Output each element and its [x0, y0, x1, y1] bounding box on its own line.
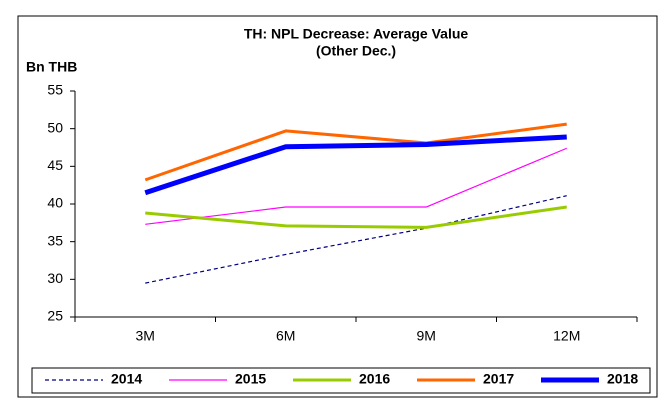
- y-axis-label: Bn THB: [26, 59, 77, 75]
- series-line: [145, 205, 567, 229]
- legend-label: 2016: [359, 371, 390, 387]
- y-tick-label: 40: [47, 195, 63, 211]
- y-tick-label: 35: [47, 232, 63, 248]
- chart-title: TH: NPL Decrease: Average Value: [244, 26, 469, 42]
- legend-label: 2017: [483, 371, 514, 387]
- chart-title: (Other Dec.): [316, 43, 396, 59]
- series-line: [144, 122, 567, 182]
- y-tick-label: 30: [47, 270, 63, 286]
- x-tick-label: 3M: [136, 328, 155, 344]
- x-tick-label: 6M: [276, 328, 295, 344]
- y-tick-label: 25: [47, 308, 63, 324]
- series-line: [145, 147, 567, 225]
- legend-label: 2014: [111, 371, 142, 387]
- y-tick-label: 50: [47, 119, 63, 135]
- series-line: [145, 195, 567, 284]
- legend-label: 2018: [607, 371, 638, 387]
- x-tick-label: 9M: [417, 328, 436, 344]
- y-tick-label: 55: [47, 82, 63, 98]
- legend-label: 2015: [235, 371, 266, 387]
- y-tick-label: 45: [47, 157, 63, 173]
- series-line: [144, 134, 567, 196]
- x-tick-label: 12M: [553, 328, 580, 344]
